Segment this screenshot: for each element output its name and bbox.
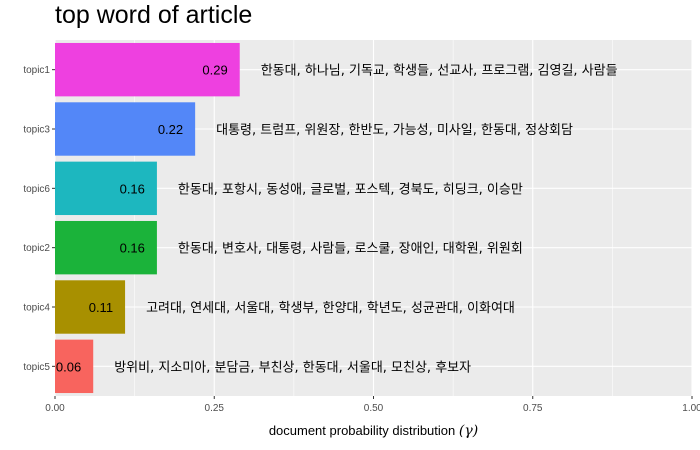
y-tick-label-topic6: topic6 bbox=[23, 184, 50, 195]
x-tick-label: 0.75 bbox=[523, 403, 543, 414]
value-label-topic6: 0.16 bbox=[120, 181, 145, 196]
x-tick-label: 1.00 bbox=[682, 403, 700, 414]
x-tick-label: 0.25 bbox=[205, 403, 225, 414]
x-axis-title-symbol: (γ) bbox=[459, 423, 478, 439]
word-label-topic3: 대통령, 트럼프, 위원장, 한반도, 가능성, 미사일, 한동대, 정상회담 bbox=[216, 123, 573, 138]
y-tick-label-topic1: topic1 bbox=[23, 65, 50, 76]
bar-topic5 bbox=[55, 339, 94, 394]
y-tick-label-topic5: topic5 bbox=[23, 362, 50, 373]
y-tick-label-topic2: topic2 bbox=[23, 243, 50, 254]
value-label-topic4: 0.11 bbox=[89, 300, 113, 315]
x-tick-label: 0.50 bbox=[364, 403, 384, 414]
bar-topic4 bbox=[55, 280, 126, 334]
x-axis-title-text: document probability distribution bbox=[269, 423, 455, 438]
grid-lines bbox=[54, 40, 693, 396]
x-tick-label: 0.00 bbox=[45, 403, 65, 414]
bars bbox=[55, 42, 240, 394]
y-tick-label-topic4: topic4 bbox=[23, 303, 50, 314]
bar-topic6 bbox=[55, 161, 157, 216]
word-label-topic4: 고려대, 연세대, 서울대, 학생부, 한양대, 학년도, 성균관대, 이화여대 bbox=[146, 301, 515, 316]
chart-title: top word of article bbox=[55, 1, 253, 29]
x-axis-title: document probability distribution (γ) bbox=[269, 423, 478, 439]
bar-topic3 bbox=[55, 102, 196, 156]
bar-labels: 0.29 한동대, 하나님, 기독교, 학생들, 선교사, 프로그램, 김영길, … bbox=[56, 63, 618, 376]
value-label-topic1: 0.29 bbox=[202, 63, 227, 78]
word-label-topic1: 한동대, 하나님, 기독교, 학생들, 선교사, 프로그램, 김영길, 사람들 bbox=[261, 64, 618, 79]
value-label-topic5: 0.06 bbox=[56, 359, 81, 374]
word-label-topic5: 방위비, 지소미아, 분담금, 부친상, 한동대, 서울대, 모친상, 후보자 bbox=[114, 360, 471, 375]
bar-topic2 bbox=[55, 220, 157, 275]
bar-topic1 bbox=[55, 42, 240, 97]
y-tick-label-topic3: topic3 bbox=[23, 125, 50, 136]
value-label-topic2: 0.16 bbox=[120, 241, 145, 256]
axes: topic1 topic3 topic6 topic2 topic4 topic5 0.00… bbox=[23, 65, 700, 414]
value-label-topic3: 0.22 bbox=[158, 122, 183, 137]
word-label-topic6: 한동대, 포항시, 동성애, 글로벌, 포스텍, 경북도, 히딩크, 이승만 bbox=[178, 182, 523, 197]
word-label-topic2: 한동대, 변호사, 대통령, 사람들, 로스쿨, 장애인, 대학원, 위원회 bbox=[178, 242, 523, 257]
